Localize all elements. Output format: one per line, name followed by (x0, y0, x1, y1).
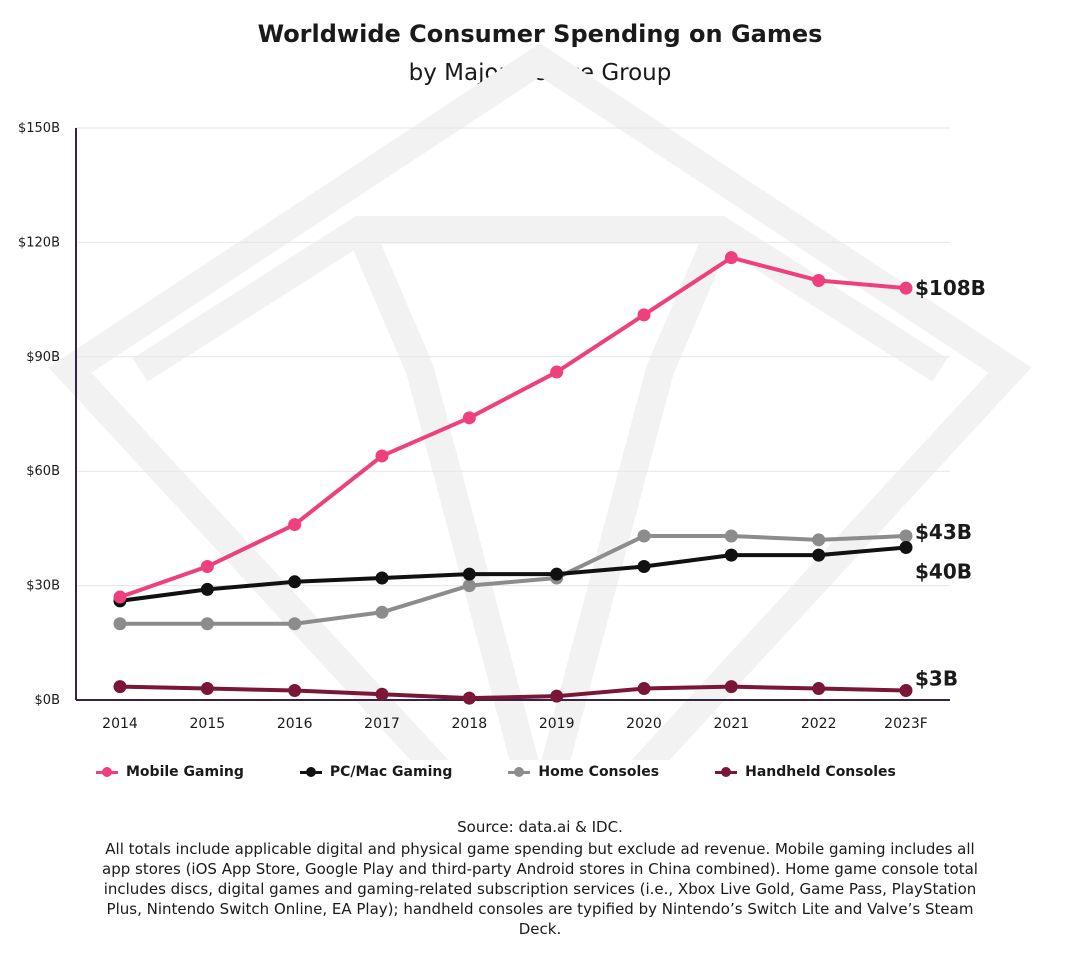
legend-label: PC/Mac Gaming (329, 764, 453, 780)
end-value-label: $3B (915, 666, 958, 690)
legend-label: Mobile Gaming (126, 764, 244, 780)
x-tick-label: 2016 (277, 716, 313, 732)
data-point (812, 682, 826, 696)
data-point (550, 689, 564, 703)
data-point (462, 567, 476, 581)
watermark-diamond (48, 43, 1032, 760)
line-chart: $0B$30B$60B$90B$120B$150B 2014 2015 2016 20… (18, 43, 1032, 760)
y-tick-label: $120B (18, 235, 60, 250)
legend-item-pc-mac-gaming: PC/Mac Gaming (299, 764, 453, 780)
legend-swatch (508, 767, 531, 777)
end-value-label: $108B (915, 276, 986, 300)
x-tick-label: 2017 (364, 716, 400, 732)
data-point (812, 274, 826, 288)
legend: Mobile Gaming PC/Mac Gaming Home Console… (96, 764, 896, 780)
data-point (637, 560, 651, 574)
x-tick-label: 2018 (452, 716, 488, 732)
end-value-label: $40B (915, 559, 972, 583)
data-point (375, 449, 389, 463)
data-point (899, 683, 913, 697)
y-tick-label: $60B (26, 464, 60, 479)
y-tick-label: $30B (26, 579, 60, 594)
data-point (724, 251, 738, 265)
axes: 2014 2015 2016 2017 2018 2019 2020 2021 2022 2023… (75, 128, 950, 732)
data-point (724, 529, 738, 543)
x-tick-label: 2022 (801, 716, 837, 732)
data-point (462, 411, 476, 425)
footer-notes: Source: data.ai & IDC. All totals includ… (90, 817, 990, 939)
watermark-crown (132, 216, 948, 382)
data-point (462, 579, 476, 593)
series-line (118, 534, 908, 626)
data-point (724, 548, 738, 562)
series-line (118, 545, 908, 603)
watermark-logo (48, 43, 1032, 760)
data-point (113, 617, 127, 631)
legend-item-handheld-consoles: Handheld Consoles (715, 764, 896, 780)
data-point (200, 682, 214, 696)
series-lines (113, 251, 913, 705)
data-point (288, 683, 302, 697)
data-point (200, 617, 214, 631)
data-point (113, 590, 127, 604)
data-point (550, 567, 564, 581)
legend-label: Home Consoles (538, 764, 660, 780)
source-note: Source: data.ai & IDC. (457, 818, 623, 836)
series-line (118, 255, 908, 600)
y-tick-label: $150B (18, 121, 60, 136)
data-point (375, 605, 389, 619)
x-tick-label: 2021 (714, 716, 750, 732)
legend-item-home-consoles: Home Consoles (508, 764, 659, 780)
data-point (724, 680, 738, 694)
series-line (118, 684, 908, 701)
data-point (637, 308, 651, 322)
x-tick-label: 2019 (539, 716, 575, 732)
gridlines: $0B $30B $60B $90B $120B $150B (18, 121, 950, 708)
data-point (200, 582, 214, 596)
data-point (200, 560, 214, 574)
data-point (899, 540, 913, 554)
data-point (288, 575, 302, 589)
legend-item-mobile-gaming: Mobile Gaming (96, 764, 244, 780)
legend-swatch (715, 767, 738, 777)
data-point (375, 687, 389, 701)
legend-swatch (299, 767, 322, 777)
data-point (899, 281, 913, 295)
x-tick-label: 2015 (190, 716, 226, 732)
x-tick-label: 2014 (102, 716, 138, 732)
methodology-note: All totals include applicable digital an… (102, 840, 978, 938)
end-value-label: $43B (915, 520, 972, 544)
x-tick-label: 2020 (626, 716, 662, 732)
data-point (637, 529, 651, 543)
data-point (812, 533, 826, 547)
end-labels: $108B $40B $43B $3B (915, 276, 986, 690)
data-point (113, 680, 127, 694)
legend-swatch (96, 767, 118, 777)
data-point (550, 365, 564, 379)
data-point (637, 682, 651, 696)
watermark-facets (347, 224, 733, 760)
x-tick-label: 2023F (884, 716, 928, 732)
legend-label: Handheld Consoles (745, 764, 896, 780)
y-tick-label: $0B (35, 693, 60, 708)
data-point (375, 571, 389, 585)
data-point (288, 518, 302, 532)
data-point (899, 529, 913, 543)
y-tick-label: $90B (26, 350, 60, 365)
data-point (462, 691, 476, 705)
data-point (288, 617, 302, 631)
data-point (812, 548, 826, 562)
